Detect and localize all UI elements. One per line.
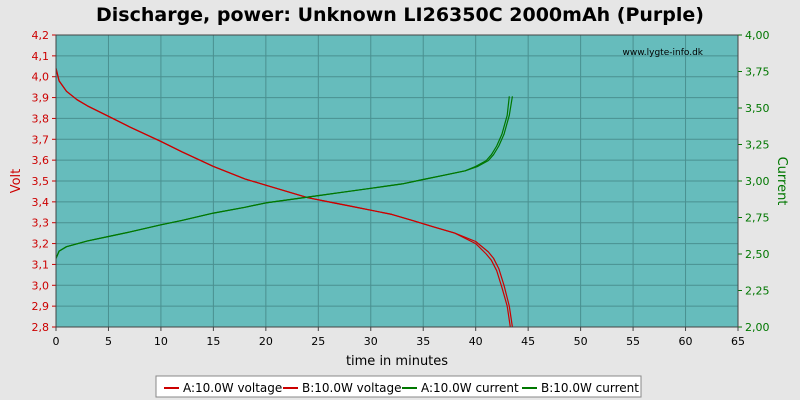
series-line-b-10-0w-current — [55, 96, 513, 259]
watermark: www.lygte-info.dk — [623, 48, 704, 58]
y-left-tick-label: 4,1 — [32, 50, 50, 63]
y-right-tick-label: 2,00 — [745, 321, 770, 334]
x-tick-label: 40 — [469, 335, 483, 348]
x-tick-label: 65 — [731, 335, 745, 348]
legend-label-b-10-0w-current: B:10.0W current — [541, 381, 639, 395]
x-axis-label: time in minutes — [346, 354, 448, 369]
y-right-tick-label: 3,75 — [745, 66, 770, 79]
y-left-tick-label: 3,6 — [32, 154, 50, 167]
legend-label-a-10-0w-current: A:10.0W current — [421, 381, 519, 395]
y-left-tick-label: 4,2 — [32, 29, 50, 42]
y-right-tick-label: 4,00 — [745, 29, 770, 42]
x-tick-label: 45 — [521, 335, 535, 348]
y-left-tick-label: 2,8 — [32, 321, 50, 334]
y-left-tick-label: 4,0 — [32, 71, 50, 84]
x-tick-label: 10 — [154, 335, 168, 348]
x-tick-label: 55 — [626, 335, 640, 348]
x-tick-label: 50 — [574, 335, 588, 348]
x-tick-label: 20 — [259, 335, 273, 348]
legend-label-b-10-0w-voltage: B:10.0W voltage — [302, 381, 402, 395]
legend-label-a-10-0w-voltage: A:10.0W voltage — [183, 381, 282, 395]
y-right-tick-label: 2,25 — [745, 285, 770, 298]
legend: A:10.0W voltage B:10.0W voltage A:10.0W cu… — [164, 381, 639, 395]
chart-title: Discharge, power: Unknown LI26350C 2000m… — [96, 4, 704, 26]
y-right-tick-label: 3,25 — [745, 139, 770, 152]
x-tick-label: 60 — [679, 335, 693, 348]
data-series — [55, 68, 513, 328]
plot-border — [55, 34, 739, 328]
y-left-tick-label: 3,1 — [32, 258, 50, 271]
y-right-tick-label: 2,75 — [745, 212, 770, 225]
y-left-tick-label: 3,4 — [32, 196, 50, 209]
legend-box — [155, 375, 642, 398]
x-tick-label: 15 — [206, 335, 220, 348]
y-left-tick-label: 3,5 — [32, 175, 50, 188]
y-left-tick-label: 3,7 — [32, 133, 50, 146]
y-axis-left-label: Volt — [9, 169, 24, 194]
x-tick-label: 5 — [105, 335, 112, 348]
x-tick-label: 35 — [416, 335, 430, 348]
y-left-tick-label: 3,9 — [32, 92, 50, 105]
x-tick-label: 25 — [311, 335, 325, 348]
y-left-tick-label: 3,2 — [32, 238, 50, 251]
y-right-tick-label: 2,50 — [745, 248, 770, 261]
y-left-tick-label: 3,0 — [32, 279, 50, 292]
y-left-tick-label: 2,9 — [32, 300, 50, 313]
y-left-tick-label: 3,8 — [32, 112, 50, 125]
y-right-tick-label: 3,00 — [745, 175, 770, 188]
y-axis-right-label: Current — [774, 157, 789, 206]
y-left-tick-label: 3,3 — [32, 217, 50, 230]
axis-ticks: 0 5 10 15 20 25 30 35 40 45 50 55 60 65 2,8 2,9 3,0 3,1 3,… — [32, 29, 770, 348]
x-tick-label: 30 — [364, 335, 378, 348]
x-tick-label: 0 — [53, 335, 60, 348]
y-right-tick-label: 3,50 — [745, 102, 770, 115]
series-line-b-10-0w-voltage — [55, 68, 513, 328]
